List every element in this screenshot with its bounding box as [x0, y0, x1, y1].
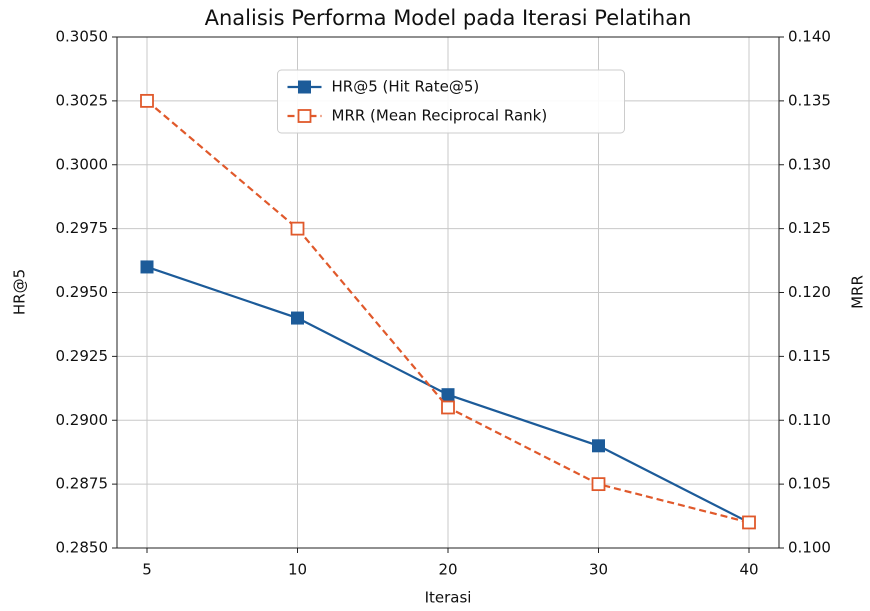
legend-marker — [297, 109, 312, 123]
marker — [742, 515, 756, 530]
x-tick-label: 20 — [438, 561, 457, 579]
y-tick-label: 0.3000 — [56, 155, 109, 173]
y2-tick-label: 0.130 — [788, 155, 831, 173]
y2-tick-label: 0.115 — [788, 347, 831, 365]
marker — [591, 477, 606, 492]
marker — [140, 260, 154, 274]
marker — [290, 221, 305, 236]
y2-tick-label: 0.120 — [788, 283, 831, 301]
y-tick-label: 0.3025 — [56, 91, 109, 109]
marker — [291, 311, 304, 325]
y2-tick-label: 0.110 — [788, 411, 831, 429]
legend-label: HR@5 (Hit Rate@5) — [332, 78, 480, 96]
x-tick-label: 5 — [142, 561, 152, 579]
x-tick-label: 40 — [739, 561, 758, 579]
marker — [441, 400, 455, 415]
y2-tick-label: 0.100 — [788, 539, 831, 557]
y-tick-label: 0.3050 — [56, 28, 109, 46]
y2-tick-label: 0.105 — [788, 475, 831, 493]
marker — [140, 93, 154, 108]
y2-tick-label: 0.125 — [788, 219, 831, 237]
y-tick-label: 0.2900 — [56, 411, 109, 429]
marker — [441, 388, 455, 402]
y-tick-label: 0.2850 — [56, 539, 109, 557]
x-tick-label: 30 — [589, 561, 608, 579]
y-axis-label: HR@5 — [11, 269, 29, 315]
y2-axis-label: MRR — [849, 275, 867, 309]
x-axis-label: Iterasi — [425, 589, 472, 607]
legend-marker — [298, 80, 311, 94]
y-tick-label: 0.2875 — [56, 475, 109, 493]
legend-label: MRR (Mean Reciprocal Rank) — [332, 107, 548, 125]
y-tick-label: 0.2925 — [56, 347, 109, 365]
y2-tick-label: 0.140 — [788, 28, 831, 46]
y-tick-label: 0.2975 — [56, 219, 109, 237]
chart-title: Analisis Performa Model pada Iterasi Pel… — [205, 6, 692, 30]
marker — [592, 439, 605, 453]
x-tick-label: 10 — [288, 561, 307, 579]
plot-frame — [116, 36, 780, 549]
y2-tick-label: 0.135 — [788, 91, 831, 109]
legend-box — [277, 69, 625, 134]
y-tick-label: 0.2950 — [56, 283, 109, 301]
